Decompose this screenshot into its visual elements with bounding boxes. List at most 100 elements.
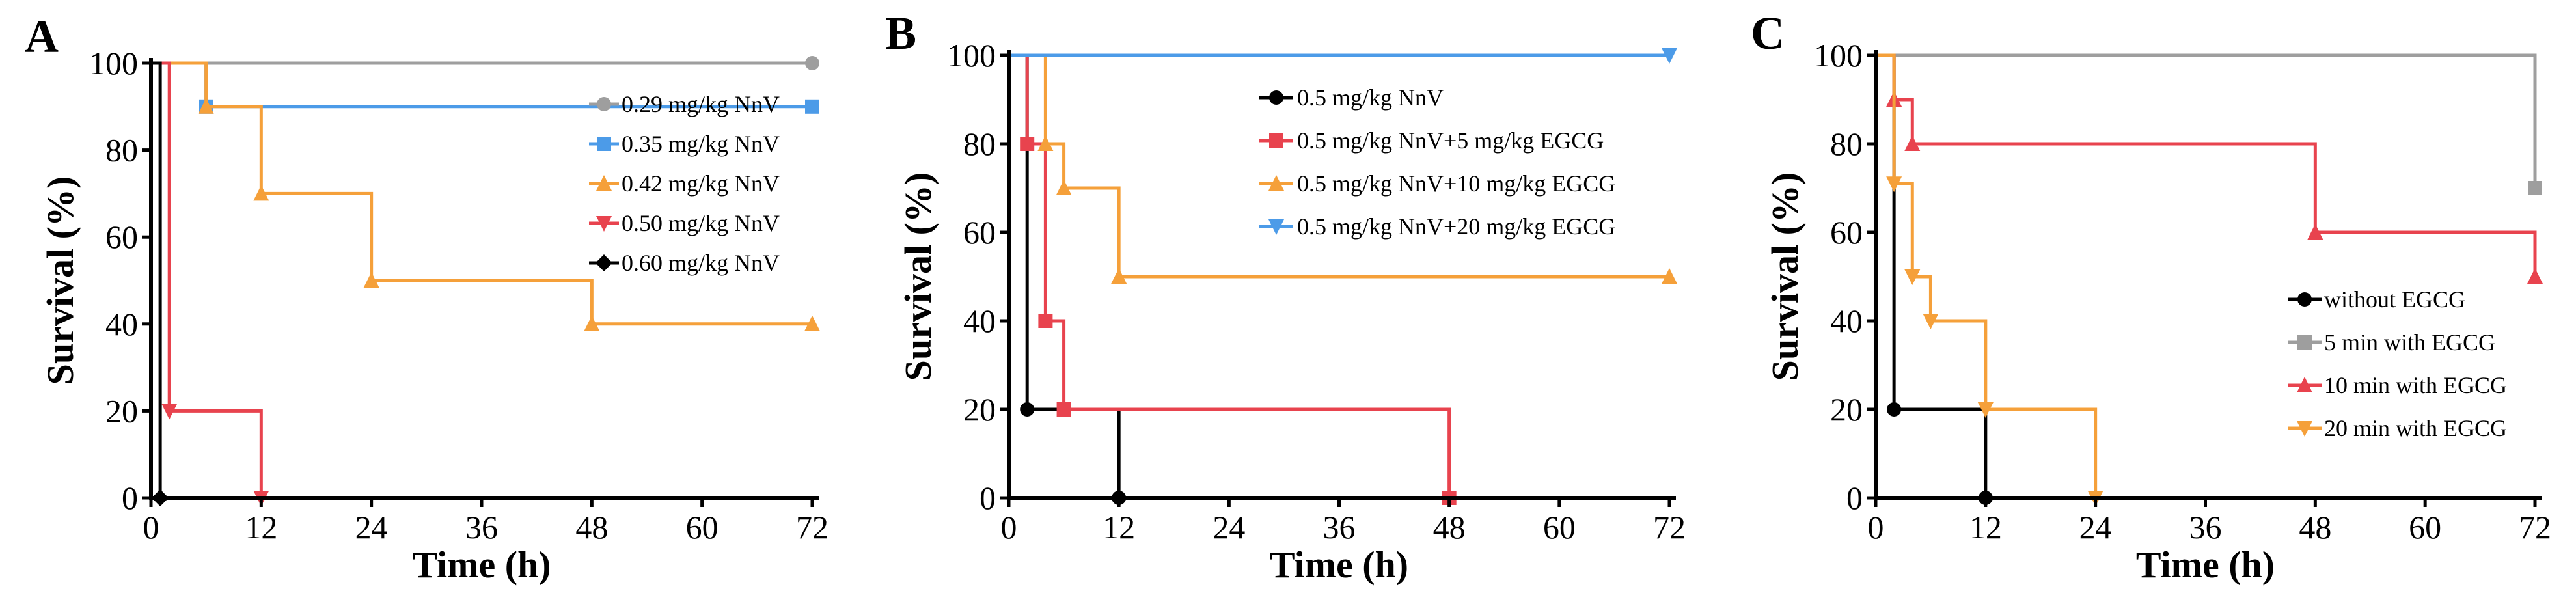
- legend: 0.29 mg/kg NnV 0.35 mg/kg NnV 0.42 mg/kg N…: [589, 91, 780, 276]
- data-point-1-2: [1038, 314, 1053, 328]
- data-point-2-3: [2307, 224, 2323, 240]
- data-point-2-3: [363, 272, 379, 288]
- legend-label: 10 min with EGCG: [2324, 372, 2507, 398]
- legend-label: 20 min with EGCG: [2324, 415, 2507, 441]
- legend-label: 0.42 mg/kg NnV: [622, 171, 780, 197]
- x-tick-label: 60: [686, 509, 719, 545]
- data-point-2-2: [253, 185, 269, 201]
- y-axis-title: Survival (%): [897, 172, 939, 381]
- panel-a: A 0 12 24 36 48 60 72 0 20 40 60 80 100 Time (h) Surviv…: [25, 10, 829, 586]
- legend-label: 5 min with EGCG: [2324, 329, 2495, 355]
- x-tick-label: 72: [796, 509, 829, 545]
- data-point-0-1: [1020, 402, 1035, 417]
- legend-marker: [596, 254, 612, 271]
- x-tick-label: 72: [2519, 509, 2551, 545]
- data-point-1-1: [1020, 137, 1035, 151]
- x-tick-label: 0: [1001, 509, 1017, 545]
- data-point-3-4: [1977, 402, 1994, 418]
- data-point-3-1: [1886, 176, 1902, 193]
- data-point-3-1: [161, 404, 178, 420]
- legend-marker: [596, 175, 612, 191]
- x-tick-label: 36: [2189, 509, 2222, 545]
- data-point-2-2: [1904, 135, 1921, 151]
- legend-marker: [2297, 292, 2312, 307]
- series-line-2: [1009, 53, 1669, 279]
- x-tick-label: 12: [1969, 509, 2002, 545]
- x-tick-label: 12: [1103, 509, 1135, 545]
- y-tick-label: 40: [963, 303, 996, 339]
- panel-letter: C: [1751, 7, 1785, 59]
- x-axis-title: Time (h): [412, 543, 551, 586]
- y-tick-label: 0: [1846, 480, 1863, 516]
- legend-label: 0.29 mg/kg NnV: [622, 91, 780, 117]
- series-line-4: [151, 61, 162, 498]
- data-point-2-5: [804, 315, 820, 331]
- x-tick-label: 60: [2409, 509, 2441, 545]
- y-tick-label: 20: [105, 392, 138, 429]
- data-point-2-4: [1662, 268, 1677, 284]
- series-line-2: [151, 61, 812, 326]
- x-tick-label: 24: [2079, 509, 2112, 545]
- panel-letter: B: [885, 7, 916, 59]
- x-tick-label: 48: [1433, 509, 1466, 545]
- legend: 0.5 mg/kg NnV 0.5 mg/kg NnV+5 mg/kg EGCG 0…: [1259, 85, 1615, 240]
- data-point-3-2: [1904, 269, 1921, 285]
- legend-marker: [2297, 421, 2312, 437]
- x-tick-label: 36: [1323, 509, 1356, 545]
- data-point-2-1: [198, 98, 214, 114]
- legend-label: 0.35 mg/kg NnV: [622, 131, 780, 157]
- panel-letter: A: [25, 10, 59, 62]
- legend-label: 0.5 mg/kg NnV: [1297, 85, 1444, 111]
- legend-marker: [1268, 219, 1284, 235]
- data-point-2-2: [1056, 180, 1072, 195]
- x-tick-label: 24: [355, 509, 388, 545]
- y-axis-title: Survival (%): [1764, 172, 1806, 381]
- x-tick-label: 60: [1543, 509, 1576, 545]
- x-tick-label: 36: [465, 509, 498, 545]
- data-point-2-4: [2527, 268, 2543, 284]
- y-tick-label: 60: [963, 214, 996, 251]
- legend-marker: [597, 97, 611, 111]
- y-tick-label: 60: [105, 219, 138, 255]
- legend-marker: [2297, 377, 2312, 392]
- data-point-2-4: [584, 315, 600, 331]
- x-axis-title: Time (h): [2136, 543, 2275, 586]
- y-axis-title: Survival (%): [39, 176, 81, 385]
- panel-c: C 0 12 24 36 48 60 72 0 20 40 60 80 100 Time (h) Surviv…: [1751, 7, 2551, 586]
- y-tick-label: 80: [963, 126, 996, 162]
- y-tick-label: 0: [122, 480, 138, 516]
- series-line-1: [1876, 53, 2537, 188]
- data-point-3-3: [1923, 314, 1939, 329]
- legend-label: 0.50 mg/kg NnV: [622, 210, 780, 236]
- y-tick-label: 80: [1830, 126, 1863, 162]
- panel-b: B 0 12 24 36 48 60 72 0 20 40 60 80 100 Time (h) Surviv…: [885, 7, 1686, 586]
- x-tick-label: 48: [575, 509, 608, 545]
- y-tick-label: 20: [963, 391, 996, 428]
- x-tick-label: 48: [2299, 509, 2331, 545]
- x-tick-label: 12: [245, 509, 277, 545]
- data-point-1-2: [805, 99, 819, 114]
- data-point-1-1: [2528, 181, 2542, 195]
- data-point-3-1: [1662, 48, 1677, 64]
- legend-marker: [1268, 175, 1284, 191]
- data-point-1-3: [1056, 402, 1071, 417]
- legend-marker: [596, 216, 612, 232]
- legend-label: 0.5 mg/kg NnV+20 mg/kg EGCG: [1297, 213, 1615, 240]
- legend-label: 0.5 mg/kg NnV+10 mg/kg EGCG: [1297, 171, 1615, 197]
- y-tick-label: 0: [980, 480, 996, 516]
- y-tick-label: 40: [105, 306, 138, 342]
- y-tick-label: 100: [947, 37, 996, 74]
- y-tick-label: 100: [89, 45, 138, 81]
- legend-marker: [2297, 335, 2312, 350]
- data-point-2-3: [1111, 268, 1127, 284]
- legend: without EGCG 5 min with EGCG 10 min with E…: [2288, 286, 2507, 441]
- y-tick-label: 60: [1830, 214, 1863, 251]
- legend-label: 0.60 mg/kg NnV: [622, 250, 780, 276]
- x-tick-label: 0: [1868, 509, 1884, 545]
- x-tick-label: 0: [143, 509, 159, 545]
- x-tick-label: 72: [1653, 509, 1686, 545]
- legend-marker: [1269, 133, 1283, 148]
- data-point-0-1: [1887, 402, 1902, 417]
